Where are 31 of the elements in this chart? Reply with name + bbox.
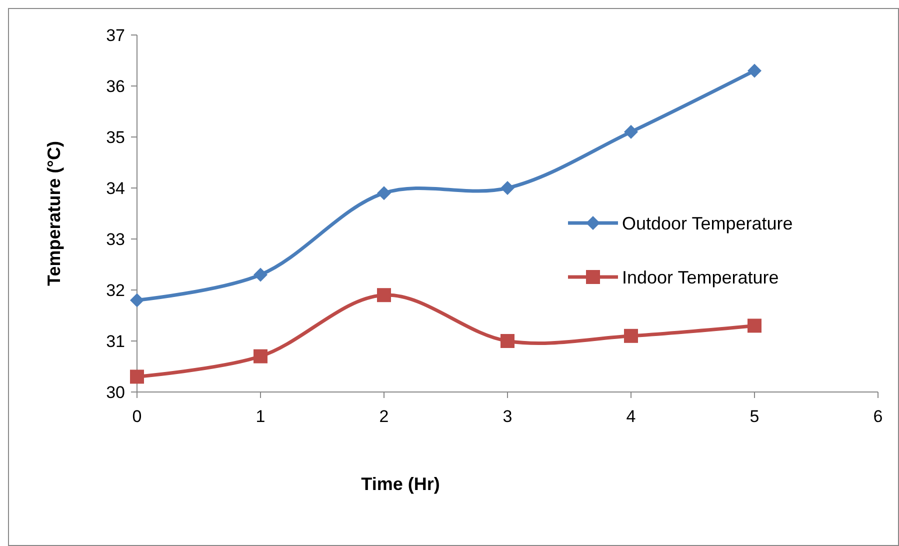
y-tick-label: 37 bbox=[106, 26, 125, 45]
y-tick-label: 31 bbox=[106, 332, 125, 351]
y-tick-label: 36 bbox=[106, 76, 125, 96]
point bbox=[500, 334, 514, 348]
x-tick-label: 1 bbox=[256, 407, 266, 426]
point bbox=[254, 349, 268, 364]
point bbox=[130, 293, 144, 308]
x-tick-label: 6 bbox=[873, 407, 883, 426]
y-tick-label: 35 bbox=[106, 128, 125, 147]
point bbox=[377, 186, 391, 200]
point bbox=[748, 64, 762, 78]
y-tick-label: 30 bbox=[106, 382, 125, 402]
point bbox=[377, 288, 391, 302]
x-tick-label: 4 bbox=[626, 407, 636, 426]
legend-label: Indoor Temperature bbox=[622, 267, 779, 288]
point bbox=[254, 268, 268, 282]
x-tick-label: 0 bbox=[132, 407, 142, 426]
y-tick-label: 33 bbox=[106, 230, 125, 249]
y-axis-title: Temperature (°C) bbox=[44, 141, 64, 286]
y-tick-label: 34 bbox=[106, 178, 125, 198]
point bbox=[500, 181, 514, 195]
x-tick-label: 3 bbox=[502, 407, 512, 426]
legend-label: Outdoor Temperature bbox=[622, 213, 793, 234]
y-tick-label: 32 bbox=[106, 280, 125, 300]
point bbox=[130, 370, 144, 384]
x-tick-label: 2 bbox=[379, 407, 389, 426]
x-axis-title: Time (Hr) bbox=[361, 474, 440, 494]
point bbox=[624, 124, 638, 139]
x-tick-label: 5 bbox=[750, 407, 760, 426]
point bbox=[748, 318, 762, 333]
point bbox=[624, 328, 638, 343]
